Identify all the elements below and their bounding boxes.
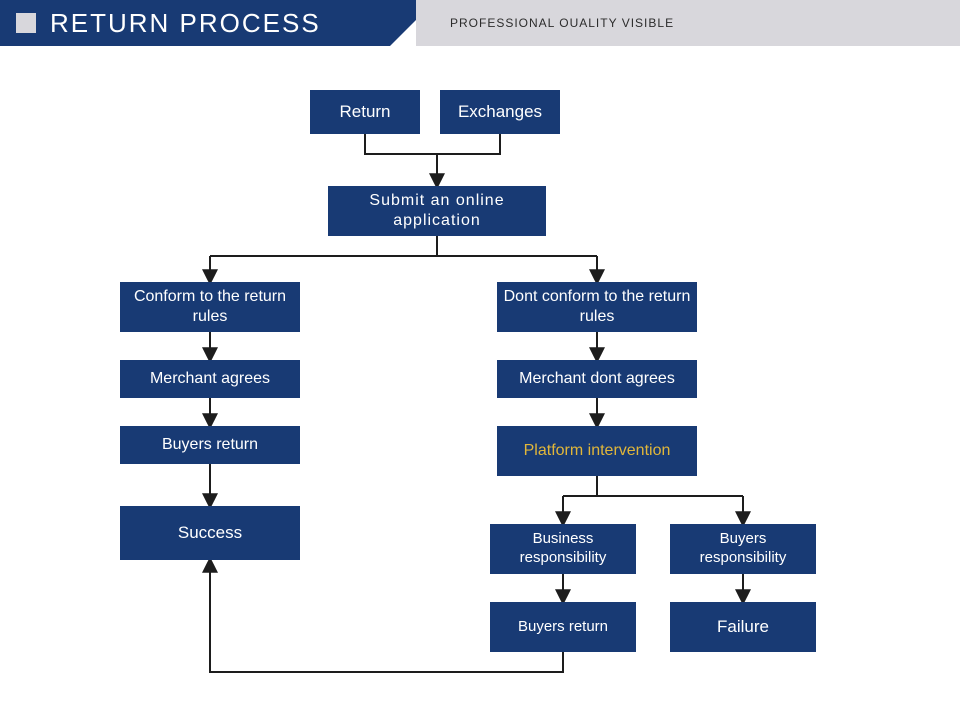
- header-square-icon: [16, 13, 36, 33]
- node-conform: Conform to the return rules: [120, 282, 300, 332]
- page-title: RETURN PROCESS: [50, 8, 321, 39]
- node-mdontagree: Merchant dont agrees: [497, 360, 697, 398]
- flowchart-canvas: Return Exchanges Submit an online applicat…: [0, 46, 960, 720]
- header-gray-band: PROFESSIONAL OUALITY VISIBLE: [416, 0, 960, 46]
- node-failure: Failure: [670, 602, 816, 652]
- node-magree: Merchant agrees: [120, 360, 300, 398]
- node-submit: Submit an online application: [328, 186, 546, 236]
- node-return: Return: [310, 90, 420, 134]
- node-platform: Platform intervention: [497, 426, 697, 476]
- node-buyresp: Buyers responsibility: [670, 524, 816, 574]
- page-subtitle: PROFESSIONAL OUALITY VISIBLE: [416, 16, 674, 30]
- node-bizresp: Business responsibility: [490, 524, 636, 574]
- header-blue-band: RETURN PROCESS: [0, 0, 390, 46]
- node-exchanges: Exchanges: [440, 90, 560, 134]
- node-buyret1: Buyers return: [120, 426, 300, 464]
- node-dontconform: Dont conform to the return rules: [497, 282, 697, 332]
- header-bar: RETURN PROCESS PROFESSIONAL OUALITY VISI…: [0, 0, 960, 46]
- node-buyret2: Buyers return: [490, 602, 636, 652]
- node-success: Success: [120, 506, 300, 560]
